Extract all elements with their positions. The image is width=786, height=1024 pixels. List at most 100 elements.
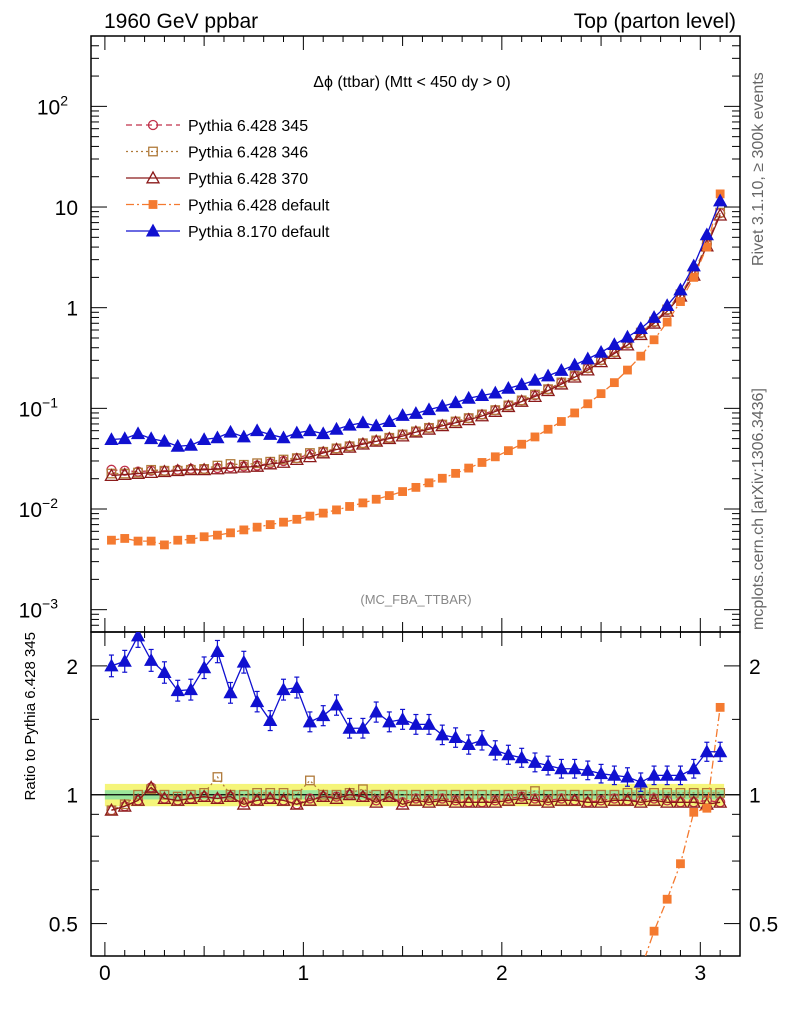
series-pythia-6-428-370 [104, 207, 728, 481]
series-line [111, 214, 721, 477]
data-point [358, 498, 368, 508]
data-point [210, 461, 225, 475]
ratio-point [289, 680, 304, 694]
ratio-point [622, 787, 633, 798]
legend-marker [145, 223, 161, 237]
data-point [488, 385, 503, 399]
ratio-point [223, 685, 238, 699]
data-point [170, 463, 185, 477]
data-point [451, 468, 460, 478]
data-point [623, 365, 632, 375]
data-point [133, 536, 143, 546]
ratio-point [358, 784, 368, 795]
data-point [265, 520, 275, 529]
data-point [173, 535, 183, 545]
ratio-point [660, 794, 675, 808]
ratio-point [133, 789, 143, 800]
analysis-label: (MC_FBA_TTBAR) [360, 592, 471, 607]
ratio-point [540, 794, 556, 808]
ratio-point [263, 713, 278, 727]
data-point [183, 462, 198, 476]
ratio-point [715, 702, 725, 712]
data-point [302, 449, 318, 463]
data-point [620, 329, 635, 343]
ratio-point [609, 789, 620, 800]
data-point [305, 511, 315, 521]
data-point [395, 428, 410, 442]
data-point [332, 505, 341, 515]
data-point [104, 432, 119, 445]
data-point [554, 363, 569, 376]
data-point [186, 534, 196, 544]
ratio-point [501, 793, 516, 806]
data-point [411, 482, 421, 492]
data-point [477, 458, 487, 467]
ratio-point [305, 775, 315, 786]
ratio-point [424, 789, 434, 800]
ratio-point [662, 894, 672, 904]
data-point [713, 193, 728, 207]
data-point [252, 522, 262, 532]
data-point [329, 442, 344, 455]
series-pythia-8-170-default [104, 193, 728, 452]
data-point [318, 508, 328, 518]
ratio-y-tick-label-left: 1 [66, 785, 78, 808]
ratio-series-pythia-8-170-default [104, 632, 728, 792]
ratio-point [477, 789, 487, 800]
data-point [146, 536, 156, 546]
data-point [474, 388, 490, 402]
ratio-point [265, 787, 276, 798]
ratio-point [382, 789, 397, 803]
ratio-point [461, 794, 476, 808]
ratio-point [369, 794, 384, 808]
ratio-point [130, 793, 146, 806]
ratio-point [421, 717, 437, 730]
data-point [514, 377, 529, 391]
data-point [676, 297, 685, 306]
data-point [421, 402, 437, 416]
ratio-point [408, 793, 424, 806]
data-point [702, 242, 712, 252]
x-tick-label: 0 [99, 962, 111, 985]
legend-label: Pythia 6.428 346 [188, 145, 308, 162]
ratio-point [569, 789, 580, 800]
data-point [448, 395, 463, 409]
data-point [183, 437, 198, 451]
chart-title: Δϕ (ttbar) (Mtt < 450 dy > 0) [313, 74, 511, 91]
ratio-point [593, 794, 609, 808]
ratio-point [676, 859, 685, 869]
ratio-point [117, 798, 132, 812]
data-point [540, 368, 556, 382]
ratio-point [212, 772, 223, 782]
data-point [620, 337, 635, 351]
data-point [355, 415, 371, 429]
data-point [580, 351, 595, 365]
data-point [382, 414, 397, 427]
data-point [144, 465, 159, 479]
ratio-point [686, 794, 701, 808]
data-point [250, 423, 265, 437]
ratio-series-pythia-6-428-370 [104, 780, 728, 816]
ratio-point [371, 789, 382, 800]
ratio-point [410, 789, 421, 800]
data-point [435, 398, 450, 412]
ratio-point [276, 682, 291, 696]
ratio-point [342, 720, 357, 734]
data-point [607, 337, 622, 351]
data-point [355, 436, 371, 450]
ratio-point [144, 653, 159, 666]
data-point [580, 362, 595, 376]
ratio-point [369, 704, 384, 718]
ratio-point [104, 658, 119, 672]
data-point [212, 460, 223, 471]
series-pythia-6-428-default [107, 189, 725, 550]
data-point [408, 424, 424, 438]
data-point [197, 432, 212, 445]
data-point [474, 408, 490, 422]
data-point [583, 399, 593, 409]
y-tick-label: 10−1 [19, 394, 59, 421]
data-point [302, 423, 318, 437]
data-point [289, 425, 304, 439]
data-point [130, 426, 146, 440]
